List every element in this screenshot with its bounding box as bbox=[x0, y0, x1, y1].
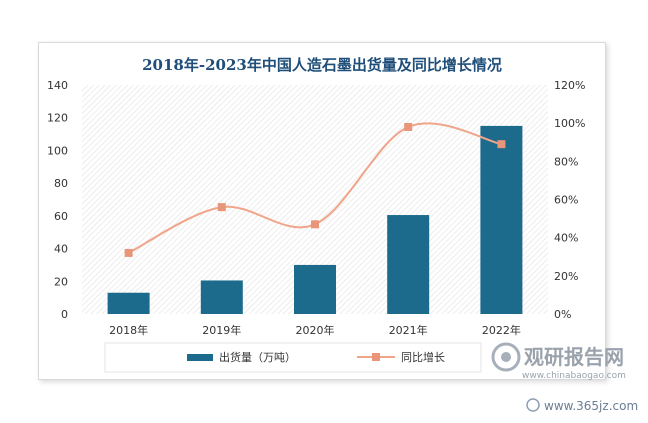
watermark-logo: 观研报告网 www.chinabaogao.com bbox=[491, 342, 626, 381]
bar-2018年 bbox=[107, 292, 150, 314]
y-right-tick-label: 120% bbox=[554, 79, 585, 92]
watermark-brand-url: www.chinabaogao.com bbox=[522, 371, 626, 381]
legend-box bbox=[104, 342, 482, 373]
legend: 出货量（万吨） 同比增长 bbox=[104, 342, 482, 373]
x-tick-label: 2019年 bbox=[202, 323, 241, 337]
watermark-logo-icon bbox=[491, 342, 521, 372]
watermark-logo-dot bbox=[501, 352, 511, 362]
bar-2019年 bbox=[200, 280, 243, 314]
y-left-tick-label: 20 bbox=[54, 275, 68, 288]
x-tick-label: 2020年 bbox=[296, 323, 335, 337]
y-left-tick-label: 140 bbox=[47, 79, 68, 92]
growth-point-2019年 bbox=[217, 203, 226, 212]
y-right-tick-label: 0% bbox=[554, 308, 571, 321]
legend-bar-swatch bbox=[187, 354, 213, 361]
bar-2020年 bbox=[294, 264, 336, 314]
y-left-tick-label: 40 bbox=[54, 243, 68, 256]
y-left-tick-label: 0 bbox=[61, 308, 68, 321]
y-left-tick-label: 100 bbox=[47, 144, 68, 157]
x-tick-label: 2021年 bbox=[389, 323, 428, 337]
chart-title: 2018年-2023年中国人造石墨出货量及同比增长情况 bbox=[142, 56, 502, 74]
watermark-bottom-text: www.365jz.com bbox=[544, 399, 638, 413]
growth-point-2018年 bbox=[124, 248, 133, 257]
watermark-bottom: www.365jz.com bbox=[526, 398, 638, 413]
y-left-tick-label: 120 bbox=[47, 112, 68, 125]
legend-line-marker bbox=[372, 353, 380, 361]
y-left-tick-label: 60 bbox=[54, 210, 68, 223]
y-right-tick-label: 80% bbox=[554, 155, 578, 168]
bar-2022年 bbox=[480, 125, 523, 315]
growth-point-2022年 bbox=[497, 140, 506, 149]
x-tick-label: 2018年 bbox=[109, 323, 148, 337]
bar-2021年 bbox=[387, 215, 430, 314]
y-right-tick-label: 60% bbox=[554, 194, 578, 207]
y-left-tick-label: 80 bbox=[54, 177, 68, 190]
chart-svg: 2018年-2023年中国人造石墨出货量及同比增长情况 0 20 40 60 80 100… bbox=[47, 56, 585, 373]
y-right-tick-label: 20% bbox=[554, 270, 578, 283]
growth-point-2021年 bbox=[404, 122, 413, 131]
legend-line-label: 同比增长 bbox=[401, 350, 445, 364]
watermark-bottom-icon bbox=[526, 398, 540, 412]
y-right-tick-label: 100% bbox=[554, 117, 585, 130]
legend-bar-label: 出货量（万吨） bbox=[219, 350, 296, 364]
y-right-tick-label: 40% bbox=[554, 232, 578, 245]
chart-card: 2018年-2023年中国人造石墨出货量及同比增长情况 0 20 40 60 80 100… bbox=[38, 42, 606, 380]
growth-point-2020年 bbox=[311, 220, 319, 229]
x-tick-label: 2022年 bbox=[482, 323, 521, 337]
watermark-brand-cn: 观研报告网 bbox=[524, 345, 624, 369]
